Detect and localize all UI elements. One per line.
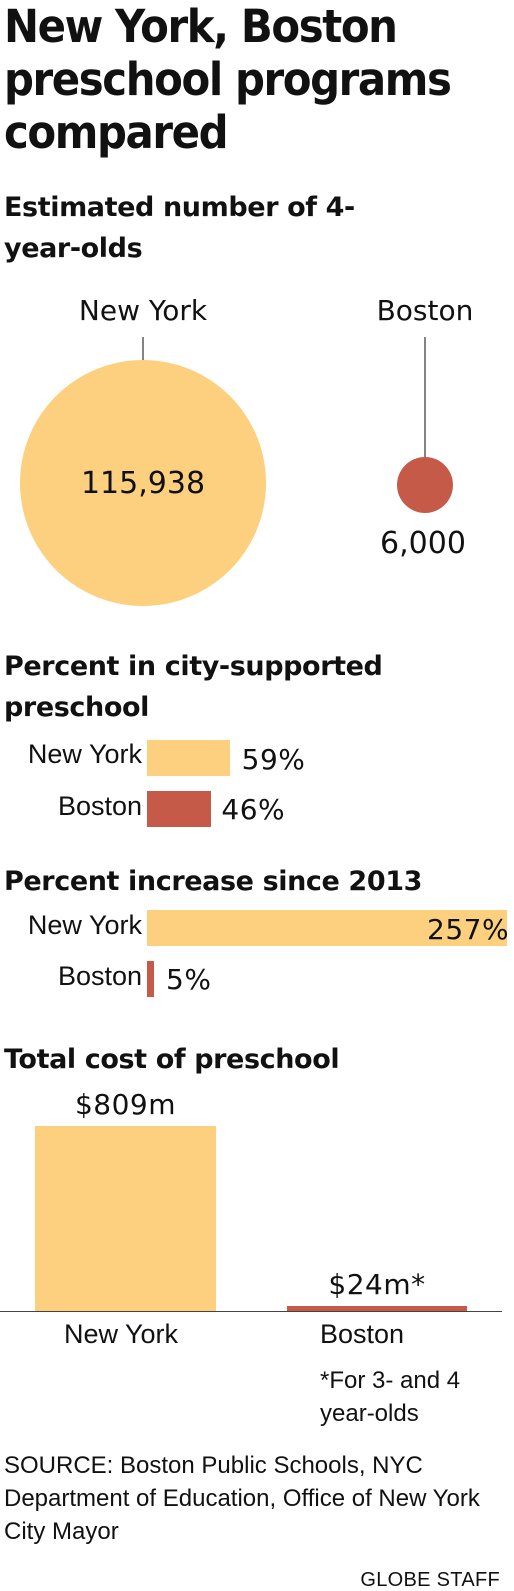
bar-chart-2-bar-new-york — [147, 910, 507, 946]
bar-chart-2-category-new-york: New York — [27, 910, 142, 940]
bubble-chart-title: Estimated number of 4-year-olds — [4, 192, 355, 264]
bar-chart-2-value-label-boston: 5% — [166, 963, 212, 996]
column-bar-boston — [287, 1305, 467, 1311]
column-chart-baseline — [0, 1311, 502, 1312]
bar-chart-2-title: Percent increase since 2013 — [4, 866, 422, 897]
bubble-chart: New York Boston 115,938 6,000 — [20, 294, 474, 606]
column-chart-footnote: *For 3- and 4 year-olds — [320, 1367, 461, 1427]
column-value-label-boston: $24m* — [328, 1267, 426, 1301]
bar-chart-1-bar-new-york — [147, 740, 230, 776]
source-note: SOURCE: Boston Public Schools, NYC Depar… — [4, 1452, 480, 1545]
bubble-value-label-new-york: 115,938 — [81, 466, 205, 501]
bar-chart-2-value-label-new-york: 257% — [427, 913, 510, 946]
column-chart-title: Total cost of preschool — [4, 1044, 340, 1075]
bubble-category-new-york: New York — [79, 294, 208, 327]
bar-chart-1-category-boston: Boston — [57, 791, 142, 821]
credit-line: GLOBE STAFF — [360, 1569, 500, 1591]
bubble-category-boston: Boston — [377, 294, 474, 327]
column-category-boston: Boston — [320, 1319, 405, 1349]
column-value-label-new-york: $809m — [74, 1088, 177, 1121]
bubble-value-label-boston: 6,000 — [380, 526, 466, 561]
bar-chart-1-title: Percent in city-supported preschool — [4, 651, 383, 723]
bubble-boston — [397, 457, 453, 513]
bubble-new-york — [20, 360, 266, 606]
column-bar-new-york — [35, 1126, 216, 1311]
bar-chart-1-value-label-boston: 46% — [221, 793, 286, 826]
chart-title: New York, Boston preschool programs comp… — [4, 0, 452, 159]
bar-chart-1-bar-boston — [147, 791, 212, 827]
bar-chart-2-category-boston: Boston — [57, 961, 142, 991]
bar-chart-1-category-new-york: New York — [27, 739, 142, 769]
bar-chart-2-bar-boston — [147, 961, 154, 997]
column-category-new-york: New York — [63, 1319, 179, 1349]
bar-chart-1-value-label-new-york: 59% — [241, 743, 306, 776]
